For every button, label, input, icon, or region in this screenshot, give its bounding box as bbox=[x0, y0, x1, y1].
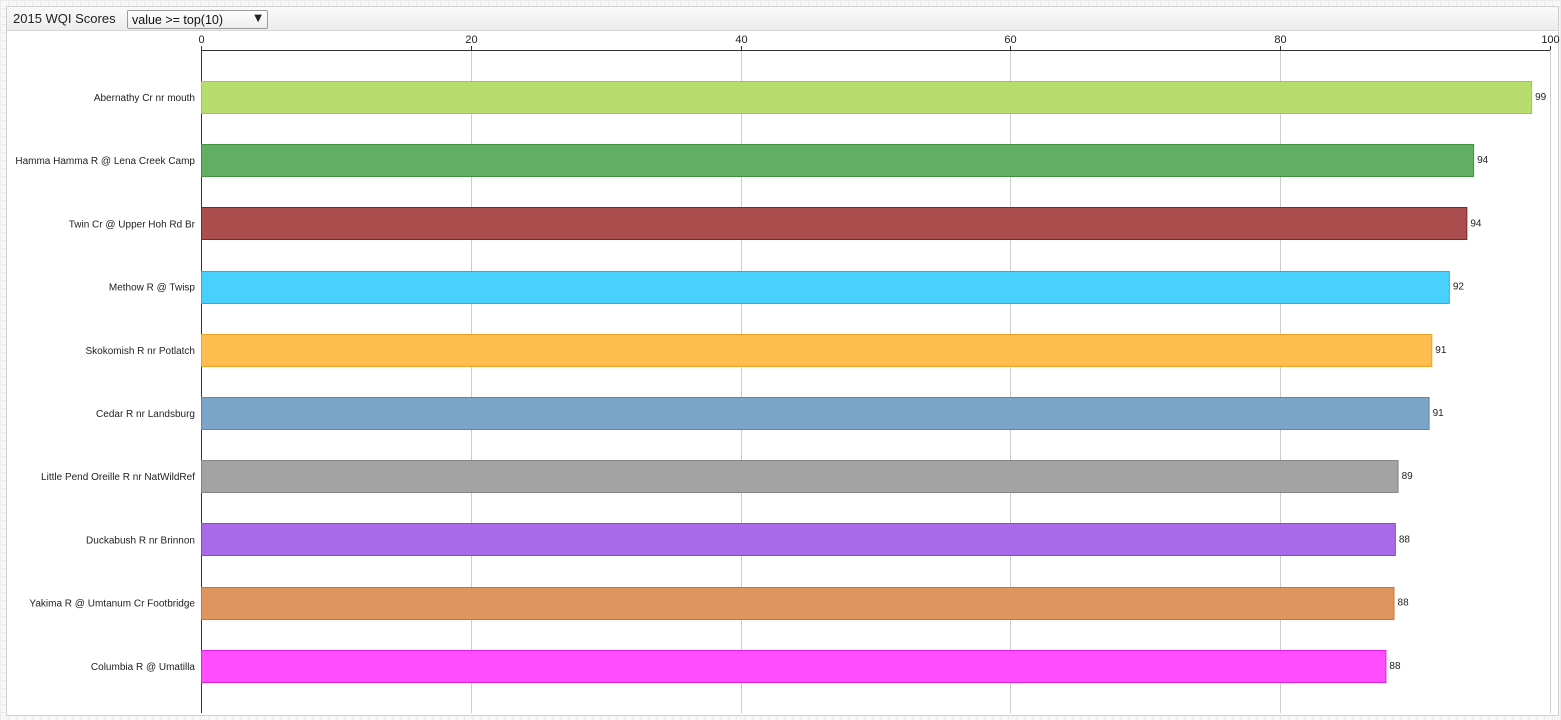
bar bbox=[201, 81, 1533, 114]
category-label: Skokomish R nr Potlatch bbox=[86, 346, 196, 357]
data-label: 92 bbox=[1453, 282, 1465, 293]
filter-dropdown[interactable]: value >= top(10) ▼ bbox=[127, 10, 268, 29]
bar bbox=[201, 650, 1387, 683]
data-label: 91 bbox=[1435, 345, 1447, 356]
data-label: 91 bbox=[1433, 408, 1445, 419]
bar bbox=[201, 397, 1430, 430]
data-label: 94 bbox=[1470, 218, 1482, 229]
x-tick-label: 20 bbox=[465, 34, 477, 46]
category-label: Twin Cr @ Upper Hoh Rd Br bbox=[69, 219, 196, 230]
data-label: 99 bbox=[1535, 92, 1547, 103]
bar bbox=[201, 334, 1433, 367]
widget-title: 2015 WQI Scores bbox=[13, 11, 116, 26]
category-label: Little Pend Oreille R nr NatWildRef bbox=[41, 472, 195, 483]
data-label: 94 bbox=[1477, 155, 1489, 166]
data-label: 89 bbox=[1402, 471, 1414, 482]
category-label: Yakima R @ Umtanum Cr Footbridge bbox=[29, 599, 195, 610]
category-label: Cedar R nr Landsburg bbox=[96, 409, 195, 420]
bar bbox=[201, 523, 1396, 556]
bar bbox=[201, 271, 1450, 304]
x-tick-label: 40 bbox=[735, 34, 747, 46]
bar bbox=[201, 587, 1395, 620]
widget-header: 2015 WQI Scores value >= top(10) ▼ bbox=[7, 7, 1558, 31]
category-label: Hamma Hamma R @ Lena Creek Camp bbox=[15, 156, 195, 167]
bar bbox=[201, 144, 1475, 177]
x-tick-label: 80 bbox=[1274, 34, 1286, 46]
filter-dropdown-value: value >= top(10) bbox=[132, 13, 224, 27]
data-label: 88 bbox=[1389, 661, 1401, 672]
bar bbox=[201, 207, 1468, 240]
category-label: Methow R @ Twisp bbox=[109, 283, 196, 294]
bar bbox=[201, 460, 1399, 493]
category-label: Columbia R @ Umatilla bbox=[91, 662, 196, 673]
data-label: 88 bbox=[1399, 534, 1411, 545]
category-label: Duckabush R nr Brinnon bbox=[86, 535, 195, 546]
chevron-down-icon: ▼ bbox=[254, 13, 262, 24]
x-tick-label: 0 bbox=[198, 34, 204, 46]
data-label: 88 bbox=[1398, 598, 1410, 609]
category-label: Abernathy Cr nr mouth bbox=[94, 93, 195, 104]
x-tick-label: 60 bbox=[1004, 34, 1016, 46]
x-tick-label: 100 bbox=[1541, 34, 1559, 46]
